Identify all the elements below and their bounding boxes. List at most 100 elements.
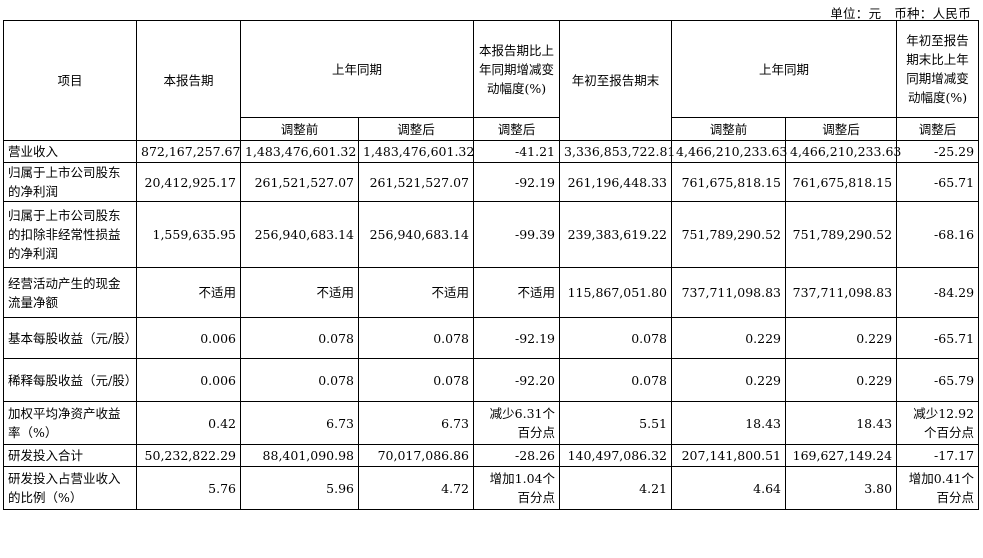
header-current-period: 本报告期 [136, 20, 241, 141]
cell-ytd: 0.078 [559, 317, 673, 359]
financial-data-table: 项目 本报告期 上年同期 本报告期比上年同期增减变动幅度(%) 年初至报告期末 … [3, 20, 980, 510]
cell-cur: 50,232,822.29 [136, 444, 241, 467]
cell-ytd-after: 0.229 [785, 317, 898, 359]
table-row: 经营活动产生的现金流量净额 不适用 不适用 不适用 不适用 115,867,051.80 7… [3, 267, 980, 318]
row-label: 归属于上市公司股东的净利润 [3, 162, 137, 202]
unit-currency-note: 单位：元 币种：人民币 [830, 6, 971, 21]
cell-cur: 0.006 [136, 358, 241, 402]
cell-ytd-after: 737,711,098.83 [785, 267, 898, 318]
cell-ytd-before: 4,466,210,233.63 [671, 140, 787, 163]
cell-ytd-after: 0.229 [785, 358, 898, 402]
cell-chg: 增加1.04个百分点 [473, 466, 561, 510]
header-after-adj-ytd: 调整后 [785, 117, 898, 141]
cell-ytd: 4.21 [559, 466, 673, 510]
cell-cur: 1,559,635.95 [136, 201, 241, 268]
cell-prior-before: 6.73 [240, 401, 359, 445]
table-row: 研发投入占营业收入的比例（%） 5.76 5.96 4.72 增加1.04个百分点 4.2… [3, 466, 980, 510]
row-label: 归属于上市公司股东的扣除非经常性损益的净利润 [3, 201, 137, 268]
cell-prior-before: 261,521,527.07 [240, 162, 359, 202]
cell-prior-after: 256,940,683.14 [357, 201, 475, 268]
cell-ytd-chg: 减少12.92个百分点 [896, 401, 980, 445]
cell-ytd: 261,196,448.33 [559, 162, 673, 202]
cell-ytd-after: 761,675,818.15 [785, 162, 898, 202]
cell-prior-after: 0.078 [357, 358, 475, 402]
cell-ytd-chg: -65.71 [896, 162, 980, 202]
header-row-2: 调整前 调整后 调整后 调整前 调整后 调整后 [4, 117, 980, 141]
cell-cur: 872,167,257.67 [136, 140, 241, 163]
cell-prior-before: 5.96 [240, 466, 359, 510]
cell-prior-before: 0.078 [240, 358, 359, 402]
cell-cur: 0.006 [136, 317, 241, 359]
cell-prior-after: 70,017,086.86 [357, 444, 475, 467]
cell-ytd: 140,497,086.32 [559, 444, 673, 467]
cell-ytd-after: 169,627,149.24 [785, 444, 898, 467]
cell-ytd-chg: -84.29 [896, 267, 980, 318]
header-after-adj-change-ytd: 调整后 [896, 117, 980, 141]
cell-prior-before: 0.078 [240, 317, 359, 359]
cell-ytd-after: 751,789,290.52 [785, 201, 898, 268]
row-label: 研发投入占营业收入的比例（%） [3, 466, 137, 510]
cell-cur: 不适用 [136, 267, 241, 318]
cell-ytd-chg: -17.17 [896, 444, 980, 467]
header-before-adj: 调整前 [240, 117, 359, 141]
row-label: 加权平均净资产收益率（%） [3, 401, 137, 445]
table-row: 营业收入 872,167,257.67 1,483,476,601.32 1,483,… [3, 140, 980, 163]
cell-prior-before: 不适用 [240, 267, 359, 318]
table-row: 归属于上市公司股东的净利润 20,412,925.17 261,521,527.07… [3, 162, 980, 202]
cell-ytd-chg: -68.16 [896, 201, 980, 268]
cell-chg: -92.19 [473, 317, 561, 359]
header-after-adj-change: 调整后 [473, 117, 561, 141]
cell-chg: -99.39 [473, 201, 561, 268]
table-row: 研发投入合计 50,232,822.29 88,401,090.98 70,017,0… [3, 444, 980, 467]
table-row: 稀释每股收益（元/股） 0.006 0.078 0.078 -92.20 0.078 0.2… [3, 358, 980, 402]
cell-prior-before: 1,483,476,601.32 [240, 140, 359, 163]
header-ytd: 年初至报告期末 [559, 20, 673, 141]
cell-ytd: 0.078 [559, 358, 673, 402]
table-row: 基本每股收益（元/股） 0.006 0.078 0.078 -92.19 0.078 0.2… [3, 317, 980, 359]
cell-ytd-before: 4.64 [671, 466, 787, 510]
header-after-adj: 调整后 [357, 117, 475, 141]
header-before-adj-ytd: 调整前 [671, 117, 787, 141]
table-row: 加权平均净资产收益率（%） 0.42 6.73 6.73 减少6.31个百分点 5.51 1… [3, 401, 980, 445]
header-prior-same-period-ytd: 上年同期 [671, 20, 898, 118]
cell-prior-after: 1,483,476,601.32 [357, 140, 474, 163]
cell-ytd-after: 4,466,210,233.63 [785, 140, 901, 163]
cell-ytd-before: 0.229 [671, 317, 787, 359]
header-change-ytd: 年初至报告期末比上年同期增减变动幅度(%) [896, 20, 980, 118]
cell-ytd-before: 18.43 [671, 401, 787, 445]
cell-chg: 不适用 [473, 267, 561, 318]
cell-ytd-before: 737,711,098.83 [671, 267, 787, 318]
cell-prior-before: 88,401,090.98 [240, 444, 359, 467]
cell-chg: -28.26 [473, 444, 561, 467]
row-label: 营业收入 [3, 140, 137, 163]
row-label: 基本每股收益（元/股） [3, 317, 137, 359]
cell-ytd-chg: -65.71 [896, 317, 980, 359]
cell-ytd-after: 3.80 [785, 466, 898, 510]
cell-chg: 减少6.31个百分点 [473, 401, 561, 445]
cell-chg: -92.19 [473, 162, 561, 202]
cell-ytd: 5.51 [559, 401, 673, 445]
table-row: 归属于上市公司股东的扣除非经常性损益的净利润 1,559,635.95 256,94… [3, 201, 980, 268]
cell-ytd-chg: -65.79 [896, 358, 980, 402]
row-label: 经营活动产生的现金流量净额 [3, 267, 137, 318]
table-body: 营业收入 872,167,257.67 1,483,476,601.32 1,483,… [3, 140, 980, 510]
cell-prior-after: 261,521,527.07 [357, 162, 475, 202]
cell-cur: 0.42 [136, 401, 241, 445]
cell-ytd-chg: -25.29 [896, 140, 980, 163]
cell-cur: 20,412,925.17 [136, 162, 241, 202]
cell-ytd-before: 751,789,290.52 [671, 201, 787, 268]
cell-chg: -92.20 [473, 358, 561, 402]
cell-cur: 5.76 [136, 466, 241, 510]
cell-chg: -41.21 [473, 140, 561, 163]
cell-ytd: 3,336,853,722.81 [559, 140, 675, 163]
cell-prior-after: 0.078 [357, 317, 475, 359]
cell-ytd: 115,867,051.80 [559, 267, 673, 318]
cell-ytd: 239,383,619.22 [559, 201, 673, 268]
cell-prior-after: 4.72 [357, 466, 475, 510]
cell-ytd-chg: 增加0.41个百分点 [896, 466, 980, 510]
cell-ytd-before: 0.229 [671, 358, 787, 402]
cell-prior-after: 不适用 [357, 267, 475, 318]
header-prior-same-period: 上年同期 [239, 20, 475, 118]
cell-ytd-after: 18.43 [785, 401, 898, 445]
cell-ytd-before: 207,141,800.51 [671, 444, 787, 467]
